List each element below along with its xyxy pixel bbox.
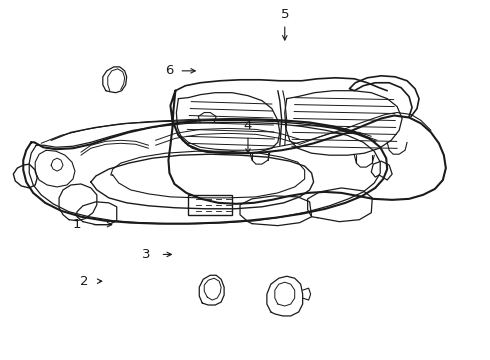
- Text: 1: 1: [73, 218, 81, 231]
- Text: 3: 3: [142, 248, 151, 261]
- Text: 6: 6: [165, 64, 173, 77]
- Text: 4: 4: [244, 119, 252, 132]
- Text: 2: 2: [80, 275, 88, 288]
- Text: 5: 5: [280, 8, 289, 21]
